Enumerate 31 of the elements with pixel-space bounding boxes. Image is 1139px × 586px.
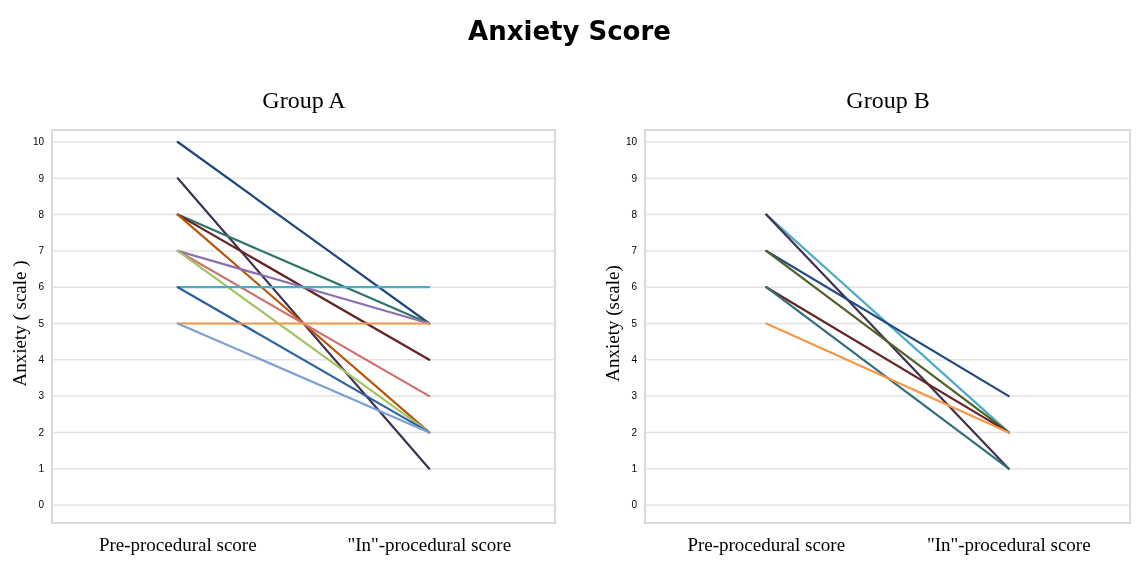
chart-title: Anxiety Score xyxy=(468,16,671,46)
y-tick-label: 6 xyxy=(38,281,45,293)
y-tick-label: 5 xyxy=(631,317,638,329)
y-tick-label: 0 xyxy=(38,499,45,511)
y-tick-label: 7 xyxy=(38,245,45,257)
y-tick-label: 1 xyxy=(631,462,638,474)
y-tick-label: 7 xyxy=(631,245,638,257)
y-tick-label: 5 xyxy=(38,317,45,329)
y-tick-label: 8 xyxy=(631,208,638,220)
y-tick-label: 4 xyxy=(38,354,45,365)
x-tick-label: "In"-procedural score xyxy=(926,534,1091,555)
x-tick-label: Pre-procedural score xyxy=(98,534,257,555)
y-tick-label: 9 xyxy=(631,172,638,184)
chart-subtitle: Group A xyxy=(262,87,347,113)
y-tick-label: 3 xyxy=(631,390,638,402)
y-tick-label: 10 xyxy=(32,136,45,148)
y-axis-title: Anxiety (scale) xyxy=(602,265,624,382)
y-axis-title: Anxiety ( scale ) xyxy=(9,260,31,387)
y-tick-label: 6 xyxy=(631,281,638,293)
y-tick-label: 2 xyxy=(631,426,638,438)
y-tick-label: 9 xyxy=(38,172,45,184)
x-tick-label: Pre-procedural score xyxy=(687,534,846,555)
y-tick-label: 3 xyxy=(38,390,45,402)
y-tick-label: 4 xyxy=(631,354,638,365)
y-tick-label: 2 xyxy=(38,426,45,438)
x-tick-label: "In"-procedural score xyxy=(347,534,512,555)
y-tick-label: 1 xyxy=(38,462,45,474)
y-tick-label: 10 xyxy=(625,136,638,148)
y-tick-label: 8 xyxy=(38,208,45,220)
chart-subtitle: Group B xyxy=(846,87,930,113)
y-tick-label: 0 xyxy=(631,499,638,511)
